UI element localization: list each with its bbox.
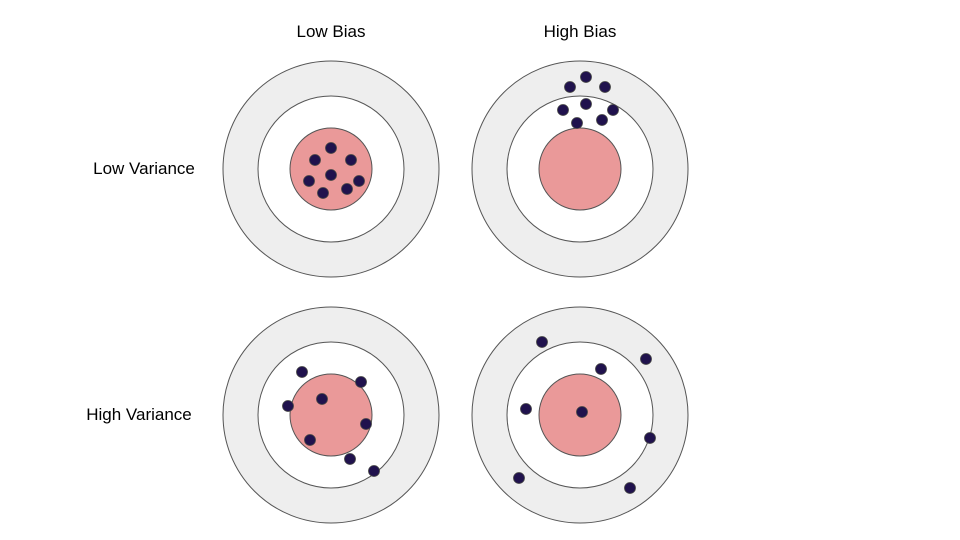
shot-dot bbox=[341, 183, 353, 195]
shot-dot bbox=[595, 363, 607, 375]
row-label-low-variance: Low Variance bbox=[93, 159, 195, 178]
shot-dot bbox=[571, 117, 583, 129]
column-label-low-bias: Low Bias bbox=[296, 22, 366, 41]
shot-dot bbox=[303, 175, 315, 187]
column-label-high-bias: High Bias bbox=[543, 22, 617, 41]
shot-dot bbox=[316, 393, 328, 405]
bullseye bbox=[289, 127, 373, 211]
shot-dot bbox=[640, 353, 652, 365]
shot-dot bbox=[355, 376, 367, 388]
shot-dot bbox=[325, 142, 337, 154]
shot-dot bbox=[309, 154, 321, 166]
row-label-high-variance: High Variance bbox=[86, 405, 192, 424]
target-high-bias-low-variance bbox=[471, 60, 689, 278]
shot-dot bbox=[607, 104, 619, 116]
target-high-bias-high-variance bbox=[471, 306, 689, 524]
target-low-bias-low-variance bbox=[222, 60, 440, 278]
shot-dot bbox=[317, 187, 329, 199]
shot-dot bbox=[296, 366, 308, 378]
shot-dot bbox=[345, 154, 357, 166]
shot-dot bbox=[580, 98, 592, 110]
target-low-bias-high-variance bbox=[222, 306, 440, 524]
shot-dot bbox=[536, 336, 548, 348]
shot-dot bbox=[282, 400, 294, 412]
shot-dot bbox=[644, 432, 656, 444]
shot-dot bbox=[513, 472, 525, 484]
shot-dot bbox=[520, 403, 532, 415]
shot-dot bbox=[557, 104, 569, 116]
shot-dot bbox=[576, 406, 588, 418]
shot-dot bbox=[325, 169, 337, 181]
shot-dot bbox=[599, 81, 611, 93]
shot-dot bbox=[624, 482, 636, 494]
shot-dot bbox=[353, 175, 365, 187]
shot-dot bbox=[596, 114, 608, 126]
shot-dot bbox=[580, 71, 592, 83]
shot-dot bbox=[368, 465, 380, 477]
shot-dot bbox=[360, 418, 372, 430]
shot-dot bbox=[304, 434, 316, 446]
shot-dot bbox=[564, 81, 576, 93]
bullseye bbox=[538, 127, 622, 211]
shot-dot bbox=[344, 453, 356, 465]
